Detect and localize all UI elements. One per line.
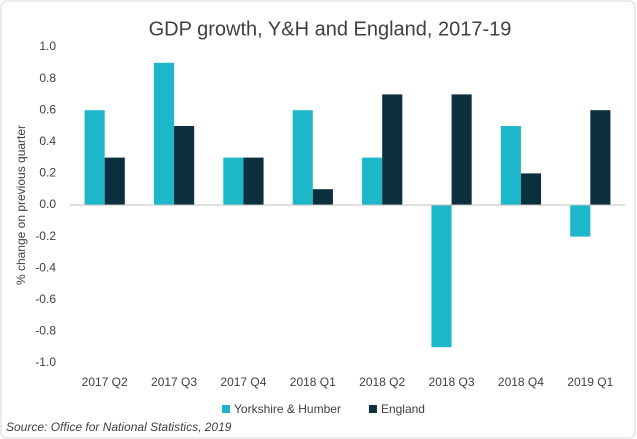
bar (84, 110, 105, 205)
y-tick-label: -0.4 (35, 260, 56, 274)
bar (590, 110, 611, 205)
bar (362, 157, 383, 205)
y-tick-label: 0.0 (39, 197, 56, 211)
bar (104, 157, 125, 205)
bar (223, 157, 244, 205)
x-tick-label: 2017 Q3 (151, 375, 197, 389)
y-tick-label: -0.8 (35, 324, 56, 338)
bar (292, 110, 313, 205)
legend-swatch (222, 405, 230, 413)
bar (153, 62, 175, 205)
bar (500, 126, 521, 205)
legend-swatch (368, 405, 377, 413)
y-tick-label: 0.2 (39, 166, 56, 180)
x-tick-label: 2018 Q4 (498, 375, 544, 389)
legend-label: Yorkshire & Humber (234, 402, 341, 416)
y-axis-label: % change on previous quarter (14, 125, 28, 285)
y-tick-label: 0.8 (39, 71, 56, 85)
x-tick-label: 2019 Q1 (567, 375, 613, 389)
chart-title: GDP growth, Y&H and England, 2017-19 (149, 18, 512, 40)
legend-label: England (381, 402, 425, 416)
x-tick-label: 2017 Q2 (82, 375, 128, 389)
x-tick-label: 2018 Q1 (290, 375, 336, 389)
bar (174, 126, 195, 205)
y-tick-label: -0.6 (35, 292, 56, 306)
bar (570, 205, 591, 237)
bar (520, 173, 542, 205)
bar (451, 94, 472, 205)
bar (431, 205, 452, 348)
x-tick-label: 2017 Q4 (220, 375, 266, 389)
bar (382, 94, 403, 205)
y-tick-label: 1.0 (39, 39, 56, 53)
y-tick-label: -0.2 (35, 229, 56, 243)
y-tick-label: 0.4 (39, 134, 56, 148)
bar (243, 157, 264, 205)
y-tick-label: -1.0 (35, 355, 56, 369)
x-tick-label: 2018 Q3 (429, 375, 475, 389)
x-tick-label: 2018 Q2 (359, 375, 405, 389)
source: Source: Office for National Statistics, … (6, 420, 232, 434)
y-tick-label: 0.6 (39, 102, 56, 116)
bar (312, 189, 333, 205)
